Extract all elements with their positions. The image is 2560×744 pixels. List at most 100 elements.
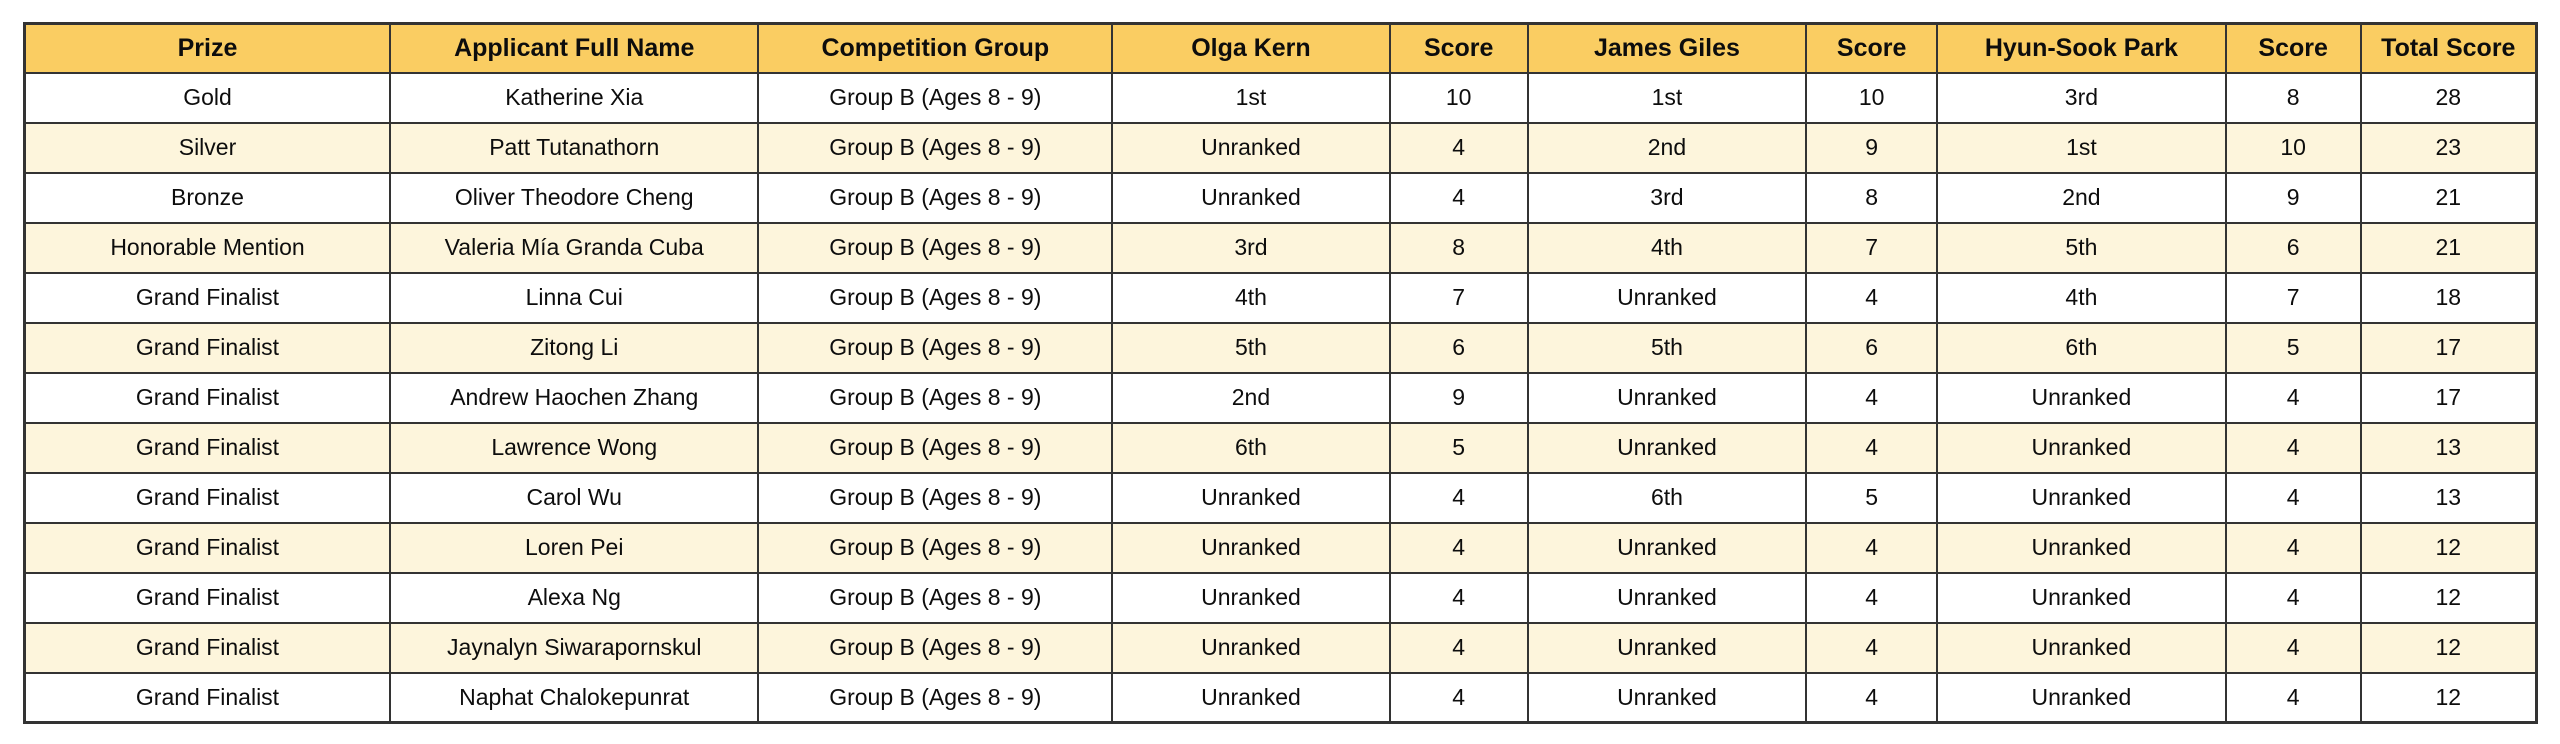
cell-olga-kern: Unranked <box>1111 671 1391 724</box>
cell-hyun-sook-park: Unranked <box>1936 371 2227 424</box>
cell-hyun-sook-park-score: 4 <box>2224 471 2362 524</box>
cell-hyun-sook-park-score: 8 <box>2224 71 2362 124</box>
cell-total-score: 18 <box>2359 271 2538 324</box>
table-row: Grand Finalist Lawrence Wong Group B (Ages… <box>23 421 2538 474</box>
cell-applicant-full-name: Loren Pei <box>388 521 760 574</box>
cell-prize: Grand Finalist <box>23 421 391 474</box>
cell-olga-kern-score: 8 <box>1388 221 1529 274</box>
cell-olga-kern-score: 9 <box>1388 371 1529 424</box>
cell-hyun-sook-park: Unranked <box>1936 421 2227 474</box>
cell-competition-group: Group B (Ages 8 - 9) <box>757 571 1114 624</box>
table-header: Prize Applicant Full Name Competition Grou… <box>23 22 2538 74</box>
cell-james-giles-score: 10 <box>1805 71 1939 124</box>
table-row: Grand Finalist Zitong Li Group B (Ages 8 -… <box>23 321 2538 374</box>
column-header-competition-group: Competition Group <box>757 22 1114 74</box>
cell-total-score: 13 <box>2359 471 2538 524</box>
column-header-total-score: Total Score <box>2359 22 2538 74</box>
column-header-hyun-sook-park: Hyun-Sook Park <box>1936 22 2227 74</box>
cell-james-giles-score: 4 <box>1805 571 1939 624</box>
cell-olga-kern-score: 4 <box>1388 521 1529 574</box>
cell-hyun-sook-park-score: 5 <box>2224 321 2362 374</box>
cell-prize: Grand Finalist <box>23 371 391 424</box>
cell-competition-group: Group B (Ages 8 - 9) <box>757 621 1114 674</box>
cell-olga-kern-score: 4 <box>1388 171 1529 224</box>
table-row: Grand Finalist Carol Wu Group B (Ages 8 - … <box>23 471 2538 524</box>
cell-total-score: 17 <box>2359 371 2538 424</box>
table-row: Bronze Oliver Theodore Cheng Group B (Ages… <box>23 171 2538 224</box>
cell-olga-kern: 2nd <box>1111 371 1391 424</box>
cell-total-score: 17 <box>2359 321 2538 374</box>
cell-applicant-full-name: Carol Wu <box>388 471 760 524</box>
cell-james-giles-score: 8 <box>1805 171 1939 224</box>
cell-hyun-sook-park: Unranked <box>1936 621 2227 674</box>
cell-prize: Grand Finalist <box>23 571 391 624</box>
column-header-james-giles-score: Score <box>1805 22 1939 74</box>
table-row: Grand Finalist Andrew Haochen Zhang Group … <box>23 371 2538 424</box>
cell-total-score: 23 <box>2359 121 2538 174</box>
cell-olga-kern: Unranked <box>1111 171 1391 224</box>
cell-applicant-full-name: Naphat Chalokepunrat <box>388 671 760 724</box>
cell-hyun-sook-park: Unranked <box>1936 471 2227 524</box>
cell-hyun-sook-park: 5th <box>1936 221 2227 274</box>
cell-olga-kern-score: 6 <box>1388 321 1529 374</box>
cell-james-giles: Unranked <box>1526 421 1808 474</box>
cell-applicant-full-name: Andrew Haochen Zhang <box>388 371 760 424</box>
cell-competition-group: Group B (Ages 8 - 9) <box>757 371 1114 424</box>
cell-olga-kern: Unranked <box>1111 471 1391 524</box>
cell-prize: Silver <box>23 121 391 174</box>
cell-olga-kern: 5th <box>1111 321 1391 374</box>
cell-olga-kern-score: 4 <box>1388 121 1529 174</box>
column-header-olga-kern: Olga Kern <box>1111 22 1391 74</box>
cell-james-giles: 4th <box>1526 221 1808 274</box>
cell-olga-kern: Unranked <box>1111 121 1391 174</box>
cell-olga-kern-score: 4 <box>1388 621 1529 674</box>
cell-competition-group: Group B (Ages 8 - 9) <box>757 221 1114 274</box>
cell-prize: Gold <box>23 71 391 124</box>
cell-hyun-sook-park-score: 9 <box>2224 171 2362 224</box>
cell-hyun-sook-park-score: 7 <box>2224 271 2362 324</box>
cell-olga-kern: Unranked <box>1111 571 1391 624</box>
cell-total-score: 12 <box>2359 521 2538 574</box>
cell-olga-kern: 4th <box>1111 271 1391 324</box>
column-header-olga-kern-score: Score <box>1388 22 1529 74</box>
cell-hyun-sook-park-score: 4 <box>2224 571 2362 624</box>
cell-olga-kern: Unranked <box>1111 621 1391 674</box>
cell-hyun-sook-park-score: 4 <box>2224 371 2362 424</box>
cell-competition-group: Group B (Ages 8 - 9) <box>757 421 1114 474</box>
cell-competition-group: Group B (Ages 8 - 9) <box>757 271 1114 324</box>
cell-james-giles: 1st <box>1526 71 1808 124</box>
cell-hyun-sook-park-score: 10 <box>2224 121 2362 174</box>
cell-total-score: 12 <box>2359 621 2538 674</box>
cell-olga-kern: 3rd <box>1111 221 1391 274</box>
cell-olga-kern: 1st <box>1111 71 1391 124</box>
cell-olga-kern-score: 4 <box>1388 571 1529 624</box>
cell-olga-kern: Unranked <box>1111 521 1391 574</box>
cell-james-giles: 3rd <box>1526 171 1808 224</box>
cell-olga-kern: 6th <box>1111 421 1391 474</box>
cell-applicant-full-name: Jaynalyn Siwarapornskul <box>388 621 760 674</box>
cell-total-score: 13 <box>2359 421 2538 474</box>
cell-prize: Grand Finalist <box>23 471 391 524</box>
table-row: Gold Katherine Xia Group B (Ages 8 - 9) 1st… <box>23 71 2538 124</box>
cell-hyun-sook-park: Unranked <box>1936 571 2227 624</box>
cell-olga-kern-score: 5 <box>1388 421 1529 474</box>
cell-james-giles-score: 4 <box>1805 671 1939 724</box>
cell-applicant-full-name: Lawrence Wong <box>388 421 760 474</box>
column-header-prize: Prize <box>23 22 391 74</box>
cell-applicant-full-name: Oliver Theodore Cheng <box>388 171 760 224</box>
cell-hyun-sook-park: Unranked <box>1936 671 2227 724</box>
cell-hyun-sook-park-score: 6 <box>2224 221 2362 274</box>
cell-james-giles: 6th <box>1526 471 1808 524</box>
cell-prize: Bronze <box>23 171 391 224</box>
table-row: Grand Finalist Alexa Ng Group B (Ages 8 - … <box>23 571 2538 624</box>
cell-james-giles: Unranked <box>1526 571 1808 624</box>
cell-total-score: 21 <box>2359 221 2538 274</box>
cell-james-giles: Unranked <box>1526 621 1808 674</box>
cell-prize: Grand Finalist <box>23 271 391 324</box>
cell-hyun-sook-park: 2nd <box>1936 171 2227 224</box>
cell-james-giles-score: 4 <box>1805 621 1939 674</box>
cell-james-giles: 2nd <box>1526 121 1808 174</box>
cell-prize: Honorable Mention <box>23 221 391 274</box>
cell-applicant-full-name: Zitong Li <box>388 321 760 374</box>
cell-hyun-sook-park: 6th <box>1936 321 2227 374</box>
